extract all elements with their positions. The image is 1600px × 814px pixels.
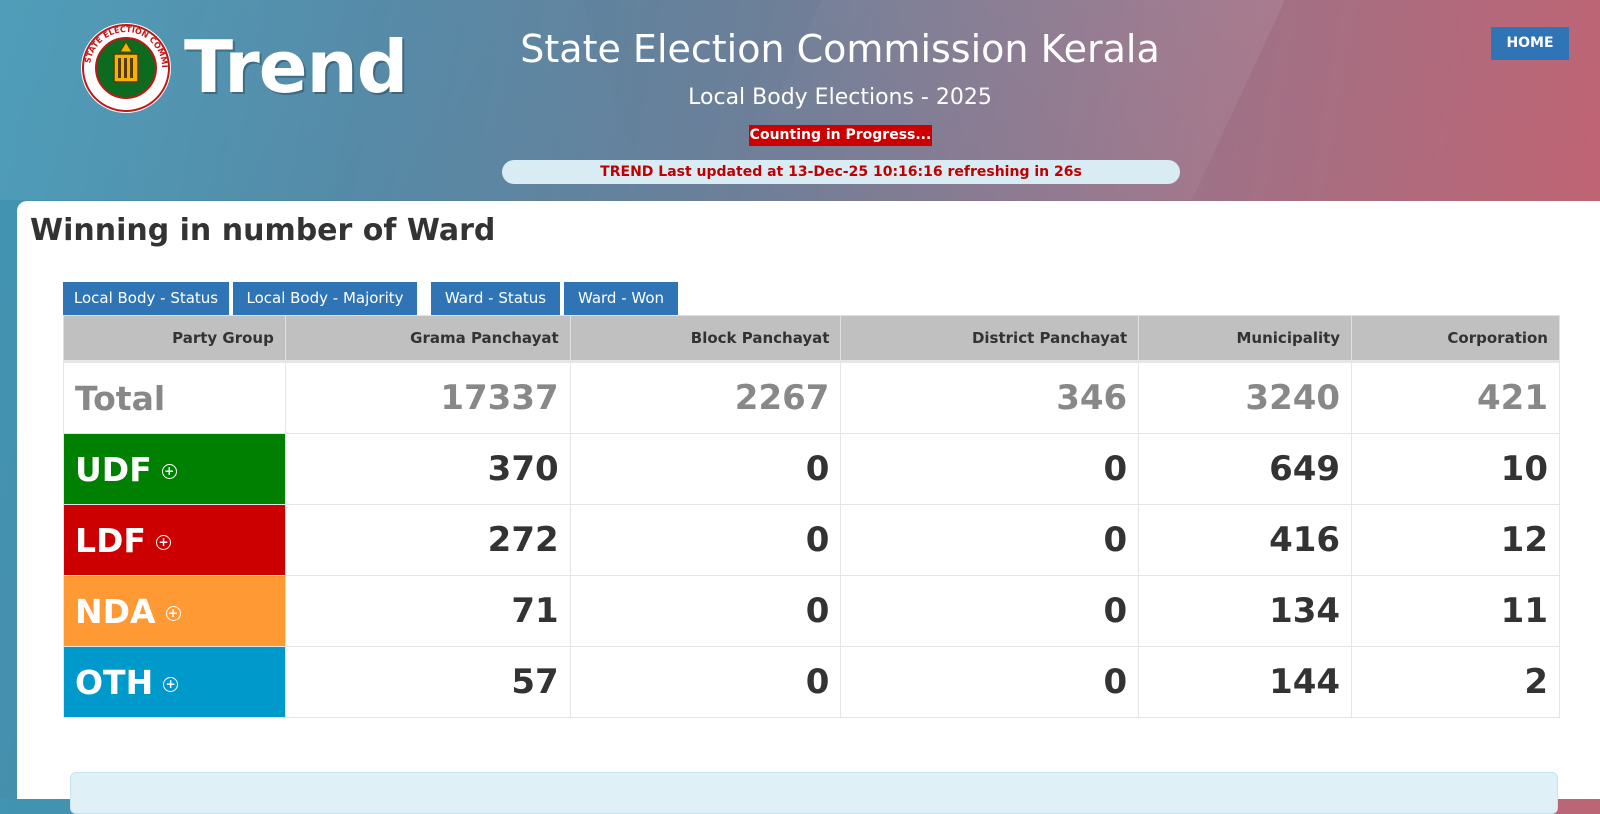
- value-cell: 2267: [569, 361, 842, 434]
- tab-local-body-status[interactable]: Local Body - Status: [63, 282, 229, 315]
- logo-text: Trend: [184, 25, 408, 109]
- expand-plus-icon[interactable]: +: [163, 676, 179, 692]
- value-cell: 0: [840, 646, 1140, 718]
- tab-ward-status[interactable]: Ward - Status: [431, 282, 560, 315]
- table-header-row: Party Group Grama Panchayat Block Pancha…: [63, 315, 1560, 363]
- value-cell: 11: [1351, 575, 1560, 647]
- party-cell[interactable]: UDF +: [63, 433, 286, 505]
- page-title: State Election Commission Kerala: [520, 27, 1160, 71]
- last-updated-banner: TREND Last updated at 13-Dec-25 10:16:16…: [502, 160, 1180, 184]
- value-cell: 12: [1351, 504, 1560, 576]
- value-cell: 10: [1351, 433, 1560, 505]
- value-cell: 17337: [284, 361, 571, 434]
- col-header-corporation: Corporation: [1351, 315, 1560, 363]
- expand-plus-icon[interactable]: +: [155, 534, 171, 550]
- party-label: UDF: [75, 449, 152, 489]
- value-cell: 0: [840, 433, 1140, 505]
- party-label: LDF: [75, 520, 146, 560]
- value-cell: 3240: [1138, 361, 1353, 434]
- col-header-district-panchayat: District Panchayat: [840, 315, 1140, 363]
- value-cell: 346: [840, 361, 1140, 434]
- value-cell: 0: [569, 646, 842, 718]
- value-cell: 71: [284, 575, 571, 647]
- table-row-nda: NDA + 71 0 0 134 11: [63, 575, 1560, 647]
- party-label: NDA: [75, 591, 156, 631]
- value-cell: 421: [1351, 361, 1560, 434]
- value-cell: 0: [840, 504, 1140, 576]
- home-button[interactable]: HOME: [1491, 27, 1569, 60]
- value-cell: 649: [1138, 433, 1353, 505]
- header: STATE ELECTION COMMISSION KERALA Trend S…: [0, 0, 1600, 200]
- results-table: Party Group Grama Panchayat Block Pancha…: [63, 315, 1560, 718]
- value-cell: 272: [284, 504, 571, 576]
- value-cell: 0: [569, 504, 842, 576]
- party-cell[interactable]: OTH +: [63, 646, 286, 718]
- value-cell: 57: [284, 646, 571, 718]
- expand-plus-icon[interactable]: +: [165, 605, 181, 621]
- value-cell: 416: [1138, 504, 1353, 576]
- status-badge: Counting in Progress...: [749, 125, 932, 146]
- expand-plus-icon[interactable]: +: [161, 463, 177, 479]
- value-cell: 0: [569, 575, 842, 647]
- table-row-total: Total 17337 2267 346 3240 421: [63, 361, 1560, 434]
- col-header-block-panchayat: Block Panchayat: [569, 315, 842, 363]
- party-cell[interactable]: LDF +: [63, 504, 286, 576]
- table-row-oth: OTH + 57 0 0 144 2: [63, 646, 1560, 718]
- party-cell[interactable]: NDA +: [63, 575, 286, 647]
- value-cell: 2: [1351, 646, 1560, 718]
- tab-ward-won[interactable]: Ward - Won: [564, 282, 678, 315]
- value-cell: 370: [284, 433, 571, 505]
- results-panel: Winning in number of Ward Local Body - S…: [17, 201, 1600, 814]
- value-cell: 0: [840, 575, 1140, 647]
- col-header-party-group: Party Group: [63, 315, 286, 363]
- value-cell: 0: [569, 433, 842, 505]
- election-commission-seal-icon: STATE ELECTION COMMISSION KERALA: [80, 22, 171, 113]
- col-header-grama-panchayat: Grama Panchayat: [284, 315, 571, 363]
- page-subtitle: Local Body Elections - 2025: [688, 85, 992, 110]
- info-box: [70, 772, 1558, 814]
- table-row-ldf: LDF + 272 0 0 416 12: [63, 504, 1560, 576]
- value-cell: 144: [1138, 646, 1353, 718]
- party-label: OTH: [75, 662, 154, 702]
- value-cell: 134: [1138, 575, 1353, 647]
- col-header-municipality: Municipality: [1138, 315, 1353, 363]
- tab-local-body-majority[interactable]: Local Body - Majority: [233, 282, 417, 315]
- section-title: Winning in number of Ward: [30, 213, 496, 248]
- table-row-udf: UDF + 370 0 0 649 10: [63, 433, 1560, 505]
- party-cell: Total: [63, 361, 286, 434]
